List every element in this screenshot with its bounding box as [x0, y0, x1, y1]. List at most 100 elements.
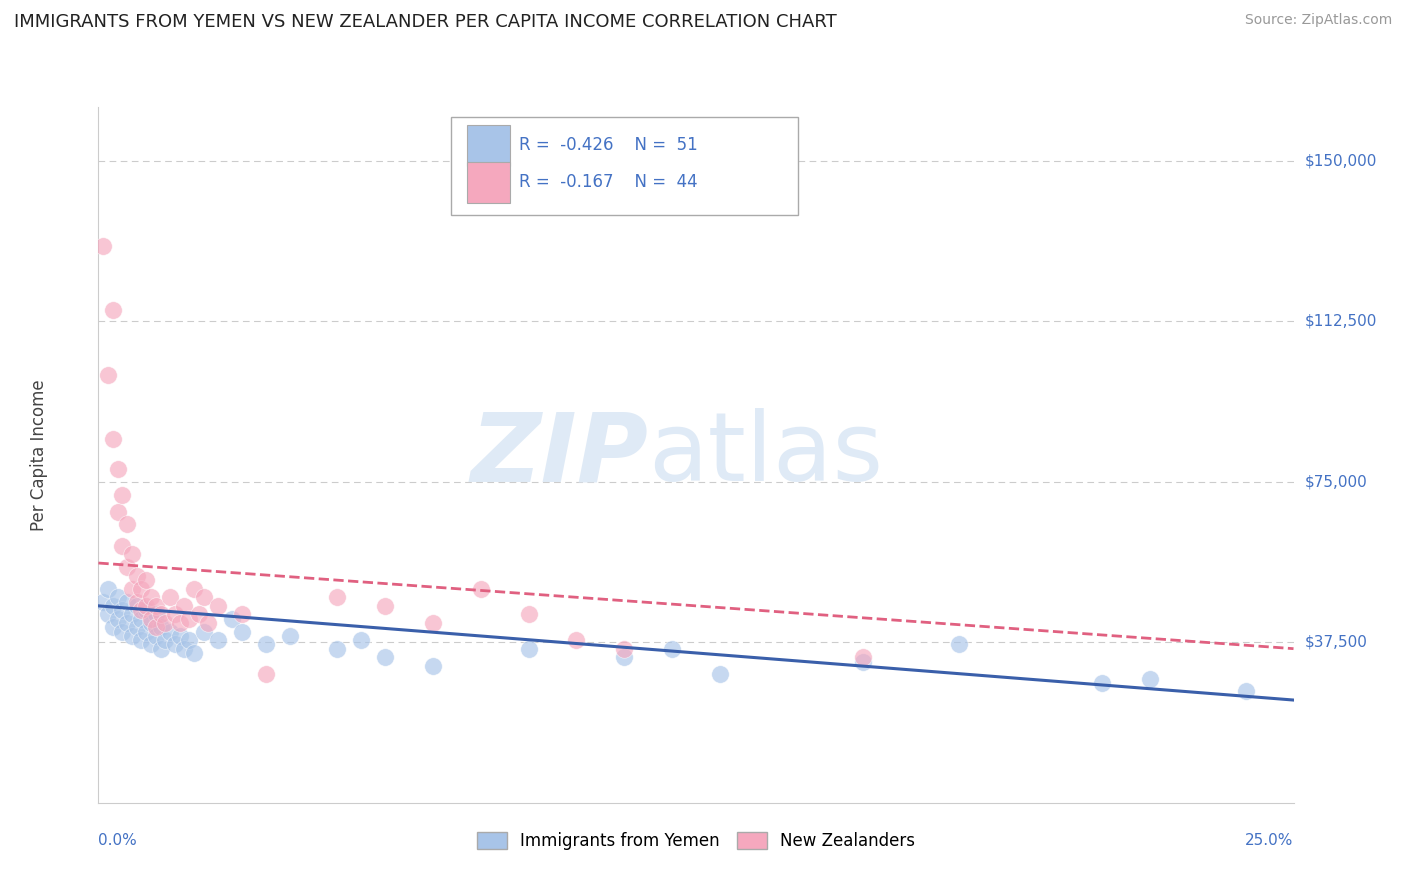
FancyBboxPatch shape [467, 161, 509, 202]
FancyBboxPatch shape [451, 118, 797, 215]
Point [221, 612, 243, 626]
Point [374, 599, 396, 613]
Point [139, 612, 162, 626]
Point [1091, 676, 1114, 690]
Point [326, 641, 349, 656]
Text: $112,500: $112,500 [1305, 314, 1376, 328]
Point [131, 612, 153, 626]
Text: R =  -0.167    N =  44: R = -0.167 N = 44 [519, 173, 697, 191]
Point [107, 612, 129, 626]
Point [183, 582, 205, 596]
Point [131, 603, 153, 617]
Text: atlas: atlas [648, 409, 883, 501]
Point [145, 620, 167, 634]
Point [121, 629, 143, 643]
Point [350, 633, 373, 648]
Point [173, 599, 195, 613]
Point [422, 615, 444, 630]
Point [135, 599, 157, 613]
Point [1139, 672, 1161, 686]
Point [115, 615, 138, 630]
Point [278, 629, 301, 643]
Text: 25.0%: 25.0% [1246, 833, 1294, 848]
Point [115, 594, 138, 608]
Point [111, 487, 134, 501]
Point [254, 667, 277, 681]
Point [111, 603, 134, 617]
Point [101, 620, 124, 634]
Point [139, 615, 162, 630]
Point [231, 624, 253, 639]
Point [197, 615, 219, 630]
Point [145, 599, 167, 613]
Point [159, 624, 181, 639]
Point [111, 624, 134, 639]
Point [101, 303, 124, 318]
Point [135, 573, 157, 587]
Point [145, 629, 167, 643]
Point [149, 620, 172, 634]
Point [163, 607, 186, 622]
Point [131, 633, 153, 648]
Text: Per Capita Income: Per Capita Income [30, 379, 48, 531]
Point [155, 633, 177, 648]
Point [139, 591, 162, 605]
Point [193, 591, 215, 605]
Point [709, 667, 731, 681]
Point [111, 539, 134, 553]
Text: 0.0%: 0.0% [98, 833, 138, 848]
Point [107, 591, 129, 605]
Point [231, 607, 253, 622]
Text: IMMIGRANTS FROM YEMEN VS NEW ZEALANDER PER CAPITA INCOME CORRELATION CHART: IMMIGRANTS FROM YEMEN VS NEW ZEALANDER P… [14, 13, 837, 31]
Point [101, 432, 124, 446]
Point [374, 650, 396, 665]
Point [149, 607, 172, 622]
Point [852, 650, 875, 665]
Point [193, 624, 215, 639]
Point [97, 368, 120, 382]
Point [121, 582, 143, 596]
Point [254, 637, 277, 651]
Point [422, 658, 444, 673]
Point [135, 603, 157, 617]
Point [183, 646, 205, 660]
Point [97, 582, 120, 596]
Legend: Immigrants from Yemen, New Zealanders: Immigrants from Yemen, New Zealanders [471, 826, 921, 857]
Point [517, 641, 540, 656]
Point [163, 637, 186, 651]
Text: R =  -0.426    N =  51: R = -0.426 N = 51 [519, 136, 697, 154]
Point [179, 612, 201, 626]
Point [159, 591, 181, 605]
Point [326, 591, 349, 605]
Point [613, 641, 636, 656]
Text: $75,000: $75,000 [1305, 475, 1368, 489]
Point [91, 239, 114, 253]
Point [121, 607, 143, 622]
Point [131, 582, 153, 596]
Point [115, 560, 138, 574]
Text: $37,500: $37,500 [1305, 635, 1368, 649]
Point [125, 569, 148, 583]
Point [207, 599, 229, 613]
Point [101, 599, 124, 613]
Point [125, 620, 148, 634]
Point [207, 633, 229, 648]
Point [169, 629, 191, 643]
Point [169, 615, 191, 630]
Point [613, 650, 636, 665]
Point [115, 517, 138, 532]
Point [948, 637, 970, 651]
Point [661, 641, 683, 656]
Point [139, 637, 162, 651]
Point [125, 594, 148, 608]
Point [121, 548, 143, 562]
Point [145, 607, 167, 622]
Point [565, 633, 588, 648]
Point [187, 607, 209, 622]
Point [149, 641, 172, 656]
Point [517, 607, 540, 622]
Point [179, 633, 201, 648]
Point [135, 624, 157, 639]
Point [97, 607, 120, 622]
Point [173, 641, 195, 656]
